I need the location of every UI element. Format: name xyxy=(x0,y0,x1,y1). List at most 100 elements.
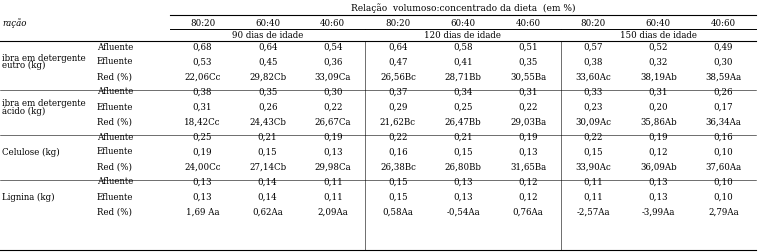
Text: 0,22: 0,22 xyxy=(323,103,343,111)
Text: 1,69 Aa: 1,69 Aa xyxy=(185,207,220,216)
Text: 0,68: 0,68 xyxy=(193,43,212,51)
Text: ração: ração xyxy=(2,18,27,28)
Text: 0,25: 0,25 xyxy=(193,133,212,142)
Text: 28,71Bb: 28,71Bb xyxy=(445,73,481,81)
Text: 60:40: 60:40 xyxy=(646,18,671,27)
Text: 0,31: 0,31 xyxy=(193,103,212,111)
Text: -0,54Aa: -0,54Aa xyxy=(446,207,480,216)
Text: 0,10: 0,10 xyxy=(714,177,733,186)
Text: 0,22: 0,22 xyxy=(584,133,603,142)
Text: 35,86Ab: 35,86Ab xyxy=(640,117,676,127)
Text: 0,51: 0,51 xyxy=(518,43,538,51)
Text: 0,10: 0,10 xyxy=(714,193,733,202)
Text: 24,00Cc: 24,00Cc xyxy=(185,163,221,172)
Text: 26,67Ca: 26,67Ca xyxy=(315,117,351,127)
Text: 0,64: 0,64 xyxy=(258,43,277,51)
Text: 29,03Ba: 29,03Ba xyxy=(510,117,546,127)
Text: 80:20: 80:20 xyxy=(385,18,410,27)
Text: 120 dias de idade: 120 dias de idade xyxy=(425,30,502,40)
Text: 36,09Ab: 36,09Ab xyxy=(640,163,676,172)
Text: 0,20: 0,20 xyxy=(648,103,668,111)
Text: 90 dias de idade: 90 dias de idade xyxy=(232,30,303,40)
Text: 0,25: 0,25 xyxy=(453,103,473,111)
Text: 0,15: 0,15 xyxy=(388,193,407,202)
Text: Afluente: Afluente xyxy=(97,177,133,186)
Text: 0,36: 0,36 xyxy=(323,57,343,67)
Text: Efluente: Efluente xyxy=(97,57,134,67)
Text: 26,56Bc: 26,56Bc xyxy=(380,73,416,81)
Text: 38,59Aa: 38,59Aa xyxy=(705,73,742,81)
Text: Red (%): Red (%) xyxy=(97,163,132,172)
Text: 150 dias de idade: 150 dias de idade xyxy=(620,30,697,40)
Text: 0,11: 0,11 xyxy=(584,193,603,202)
Text: 24,43Cb: 24,43Cb xyxy=(249,117,286,127)
Text: 33,09Ca: 33,09Ca xyxy=(315,73,351,81)
Text: 0,13: 0,13 xyxy=(193,193,212,202)
Text: 60:40: 60:40 xyxy=(255,18,280,27)
Text: eutro (kg): eutro (kg) xyxy=(2,61,46,70)
Text: Red (%): Red (%) xyxy=(97,207,132,216)
Text: 0,30: 0,30 xyxy=(323,87,343,97)
Text: 33,90Ac: 33,90Ac xyxy=(575,163,611,172)
Text: Relação  volumoso:concentrado da dieta  (em %): Relação volumoso:concentrado da dieta (e… xyxy=(351,3,575,13)
Text: 26,80Bb: 26,80Bb xyxy=(445,163,481,172)
Text: 0,37: 0,37 xyxy=(388,87,407,97)
Text: Celulose (kg): Celulose (kg) xyxy=(2,147,60,156)
Text: 0,26: 0,26 xyxy=(714,87,733,97)
Text: 0,14: 0,14 xyxy=(258,177,277,186)
Text: 60:40: 60:40 xyxy=(451,18,476,27)
Text: Afluente: Afluente xyxy=(97,133,133,142)
Text: 0,38: 0,38 xyxy=(193,87,212,97)
Text: 0,13: 0,13 xyxy=(518,147,538,156)
Text: 0,15: 0,15 xyxy=(388,177,407,186)
Text: 0,12: 0,12 xyxy=(648,147,668,156)
Text: 0,19: 0,19 xyxy=(518,133,538,142)
Text: 0,57: 0,57 xyxy=(584,43,603,51)
Text: Red (%): Red (%) xyxy=(97,117,132,127)
Text: 0,38: 0,38 xyxy=(584,57,603,67)
Text: 0,13: 0,13 xyxy=(648,177,668,186)
Text: 0,23: 0,23 xyxy=(584,103,603,111)
Text: 0,47: 0,47 xyxy=(388,57,407,67)
Text: 38,19Ab: 38,19Ab xyxy=(640,73,676,81)
Text: 0,12: 0,12 xyxy=(518,177,538,186)
Text: 40:60: 40:60 xyxy=(515,18,540,27)
Text: ibra em detergente: ibra em detergente xyxy=(2,54,86,63)
Text: Afluente: Afluente xyxy=(97,87,133,97)
Text: 0,15: 0,15 xyxy=(258,147,277,156)
Text: 40:60: 40:60 xyxy=(711,18,736,27)
Text: 80:20: 80:20 xyxy=(190,18,215,27)
Text: Lignina (kg): Lignina (kg) xyxy=(2,193,55,202)
Text: 0,15: 0,15 xyxy=(453,147,473,156)
Text: Efluente: Efluente xyxy=(97,103,134,111)
Text: ácido (kg): ácido (kg) xyxy=(2,106,46,116)
Text: 0,11: 0,11 xyxy=(584,177,603,186)
Text: 37,60Aa: 37,60Aa xyxy=(705,163,742,172)
Text: 2,09Aa: 2,09Aa xyxy=(318,207,348,216)
Text: 31,65Ba: 31,65Ba xyxy=(510,163,546,172)
Text: 0,13: 0,13 xyxy=(453,177,473,186)
Text: 0,76Aa: 0,76Aa xyxy=(513,207,543,216)
Text: Efluente: Efluente xyxy=(97,193,134,202)
Text: 0,64: 0,64 xyxy=(388,43,407,51)
Text: 0,16: 0,16 xyxy=(714,133,733,142)
Text: 0,16: 0,16 xyxy=(388,147,407,156)
Text: 0,11: 0,11 xyxy=(323,193,343,202)
Text: 0,54: 0,54 xyxy=(323,43,343,51)
Text: 0,31: 0,31 xyxy=(518,87,538,97)
Text: 0,58Aa: 0,58Aa xyxy=(382,207,413,216)
Text: 0,35: 0,35 xyxy=(258,87,277,97)
Text: 21,62Bc: 21,62Bc xyxy=(380,117,416,127)
Text: 0,58: 0,58 xyxy=(453,43,473,51)
Text: 0,49: 0,49 xyxy=(714,43,733,51)
Text: 2,79Aa: 2,79Aa xyxy=(708,207,739,216)
Text: 30,55Ba: 30,55Ba xyxy=(510,73,546,81)
Text: 0,14: 0,14 xyxy=(258,193,277,202)
Text: 0,29: 0,29 xyxy=(388,103,407,111)
Text: 0,13: 0,13 xyxy=(323,147,343,156)
Text: 0,32: 0,32 xyxy=(648,57,668,67)
Text: 0,41: 0,41 xyxy=(453,57,473,67)
Text: 0,13: 0,13 xyxy=(453,193,473,202)
Text: 0,19: 0,19 xyxy=(193,147,212,156)
Text: Efluente: Efluente xyxy=(97,147,134,156)
